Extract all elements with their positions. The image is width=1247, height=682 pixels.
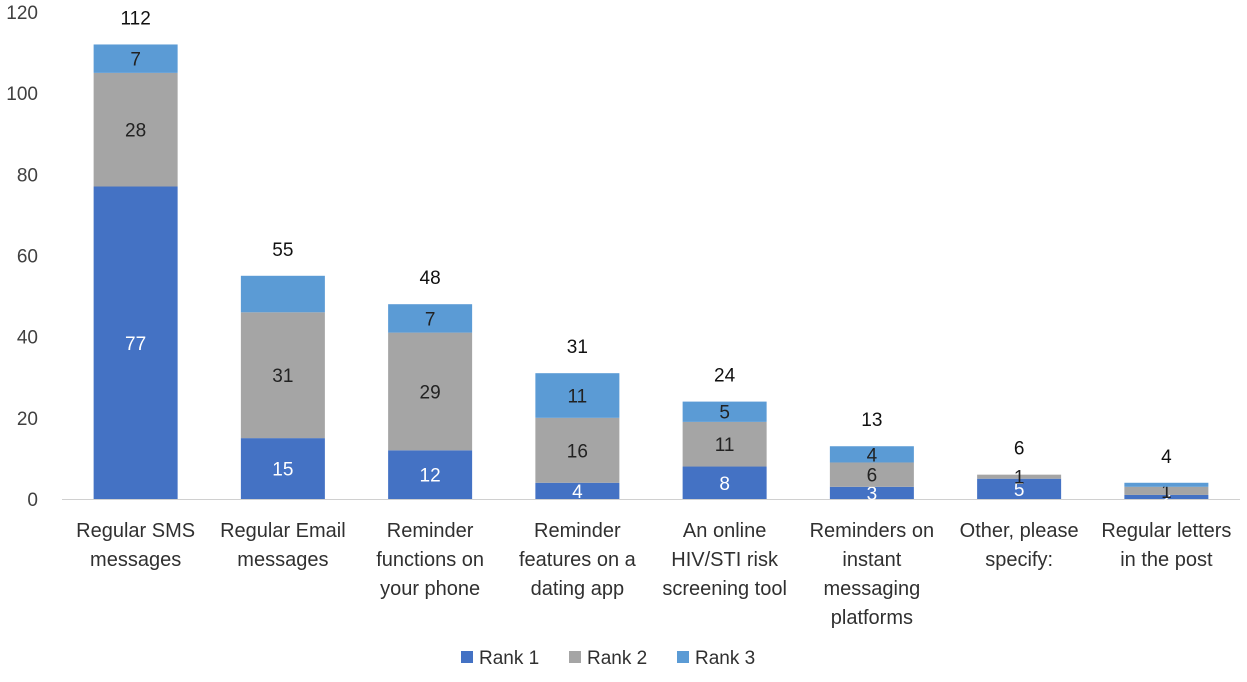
data-label: 1 <box>1161 482 1172 503</box>
y-tick-label: 120 <box>6 3 38 24</box>
data-label: 29 <box>420 382 441 403</box>
legend-label: Rank 3 <box>695 648 755 669</box>
category-label-line: messages <box>237 549 328 571</box>
bar-segment-rank-1 <box>682 466 767 499</box>
bar-segment-rank-1 <box>93 186 178 499</box>
bar-segment-rank-1 <box>535 482 620 499</box>
bar-segment-rank-1 <box>240 438 325 499</box>
x-category-label: Reminder functions on your phone <box>376 520 484 600</box>
y-tick-label: 0 <box>27 490 38 511</box>
category-label-line: screening tool <box>662 578 787 600</box>
category-label-line: messages <box>90 549 181 571</box>
category-label-line: Regular Email <box>220 520 346 542</box>
x-category-label: Reminders on instant messaging platforms <box>810 520 935 629</box>
category-label-line: your phone <box>380 578 480 600</box>
data-label: 8 <box>719 474 730 495</box>
bar-segment-rank-1 <box>977 478 1062 499</box>
category-label-line: Regular letters <box>1101 520 1231 542</box>
legend-swatch <box>569 651 581 663</box>
legend-swatch <box>677 651 689 663</box>
data-label: 11 <box>715 435 735 456</box>
data-label: 7 <box>425 309 436 330</box>
category-label-line: messaging <box>824 578 921 600</box>
legend-swatch <box>461 651 473 663</box>
category-label-line: platforms <box>831 607 913 629</box>
category-label-line: specify: <box>985 549 1053 571</box>
x-category-label: An online HIV/STI risk screening tool <box>662 520 787 600</box>
bar-segment-rank-1 <box>1124 494 1209 499</box>
data-label: 77 <box>125 334 146 355</box>
data-label: 16 <box>567 441 588 462</box>
bar-segment-rank-1 <box>829 486 914 499</box>
bar-segment-rank-3 <box>388 304 473 333</box>
data-label: 5 <box>1014 480 1025 501</box>
category-label-line: in the post <box>1120 549 1213 571</box>
bar-segment-rank-2 <box>977 474 1062 479</box>
data-label: 4 <box>867 445 878 466</box>
total-label: 6 <box>1014 439 1025 460</box>
total-label: 13 <box>861 410 882 431</box>
y-tick-label: 20 <box>17 409 38 430</box>
category-label-line: Reminder <box>387 520 474 542</box>
data-label: 1 <box>1014 468 1025 489</box>
total-label: 4 <box>1161 447 1172 468</box>
data-label: 5 <box>719 403 730 424</box>
data-label: 6 <box>867 466 878 487</box>
data-label: 15 <box>272 460 293 481</box>
category-label-line: Reminders on <box>810 520 935 542</box>
x-category-label: Regular SMS messages <box>76 520 195 571</box>
total-label: 31 <box>567 337 588 358</box>
bar-segment-rank-2 <box>829 462 914 487</box>
bar-segment-rank-2 <box>388 332 473 451</box>
bar-segment-rank-2 <box>535 417 620 483</box>
x-category-label: Reminder features on a dating app <box>519 520 637 600</box>
total-label: 112 <box>120 8 150 29</box>
category-label-line: dating app <box>531 578 624 600</box>
data-label: 3 <box>867 484 878 505</box>
category-label-line: Regular SMS <box>76 520 195 542</box>
bar-segment-rank-2 <box>240 312 325 439</box>
bar-segment-rank-2 <box>682 421 767 467</box>
x-category-label: Regular Email messages <box>220 520 346 571</box>
bar-segment-rank-3 <box>1124 482 1209 487</box>
y-tick-label: 40 <box>17 328 38 349</box>
category-label-line: Reminder <box>534 520 621 542</box>
category-label-line: HIV/STI risk <box>671 549 779 571</box>
category-label-line: instant <box>842 549 901 571</box>
category-label-line: An online <box>683 520 766 542</box>
bar-segment-rank-3 <box>829 446 914 463</box>
y-tick-label: 80 <box>17 165 38 186</box>
data-label: 2 <box>1161 488 1172 509</box>
bar-segment-rank-3 <box>240 275 325 313</box>
data-label: 31 <box>272 366 293 387</box>
bar-segment-rank-3 <box>93 44 178 73</box>
bar-segment-rank-3 <box>535 373 620 418</box>
legend-label: Rank 1 <box>479 648 539 669</box>
category-label-line: functions on <box>376 549 484 571</box>
data-label: 12 <box>420 466 441 487</box>
total-label: 24 <box>714 366 736 387</box>
x-category-label: Regular letters in the post <box>1101 520 1231 571</box>
bar-segment-rank-2 <box>1124 486 1209 495</box>
bar-segment-rank-3 <box>682 401 767 422</box>
bar-segment-rank-1 <box>388 450 473 499</box>
bar-segment-rank-2 <box>93 72 178 187</box>
total-label: 55 <box>272 240 293 261</box>
y-tick-label: 100 <box>6 84 38 105</box>
data-label: 28 <box>125 121 146 142</box>
data-label: 4 <box>572 482 583 503</box>
y-tick-label: 60 <box>17 247 38 268</box>
total-label: 48 <box>420 268 441 289</box>
data-label: 11 <box>568 387 588 408</box>
legend-label: Rank 2 <box>587 648 647 669</box>
category-label-line: features on a <box>519 549 637 571</box>
x-category-label: Other, please specify: <box>960 520 1079 571</box>
data-label: 7 <box>130 50 141 71</box>
category-label-line: Other, please <box>960 520 1079 542</box>
